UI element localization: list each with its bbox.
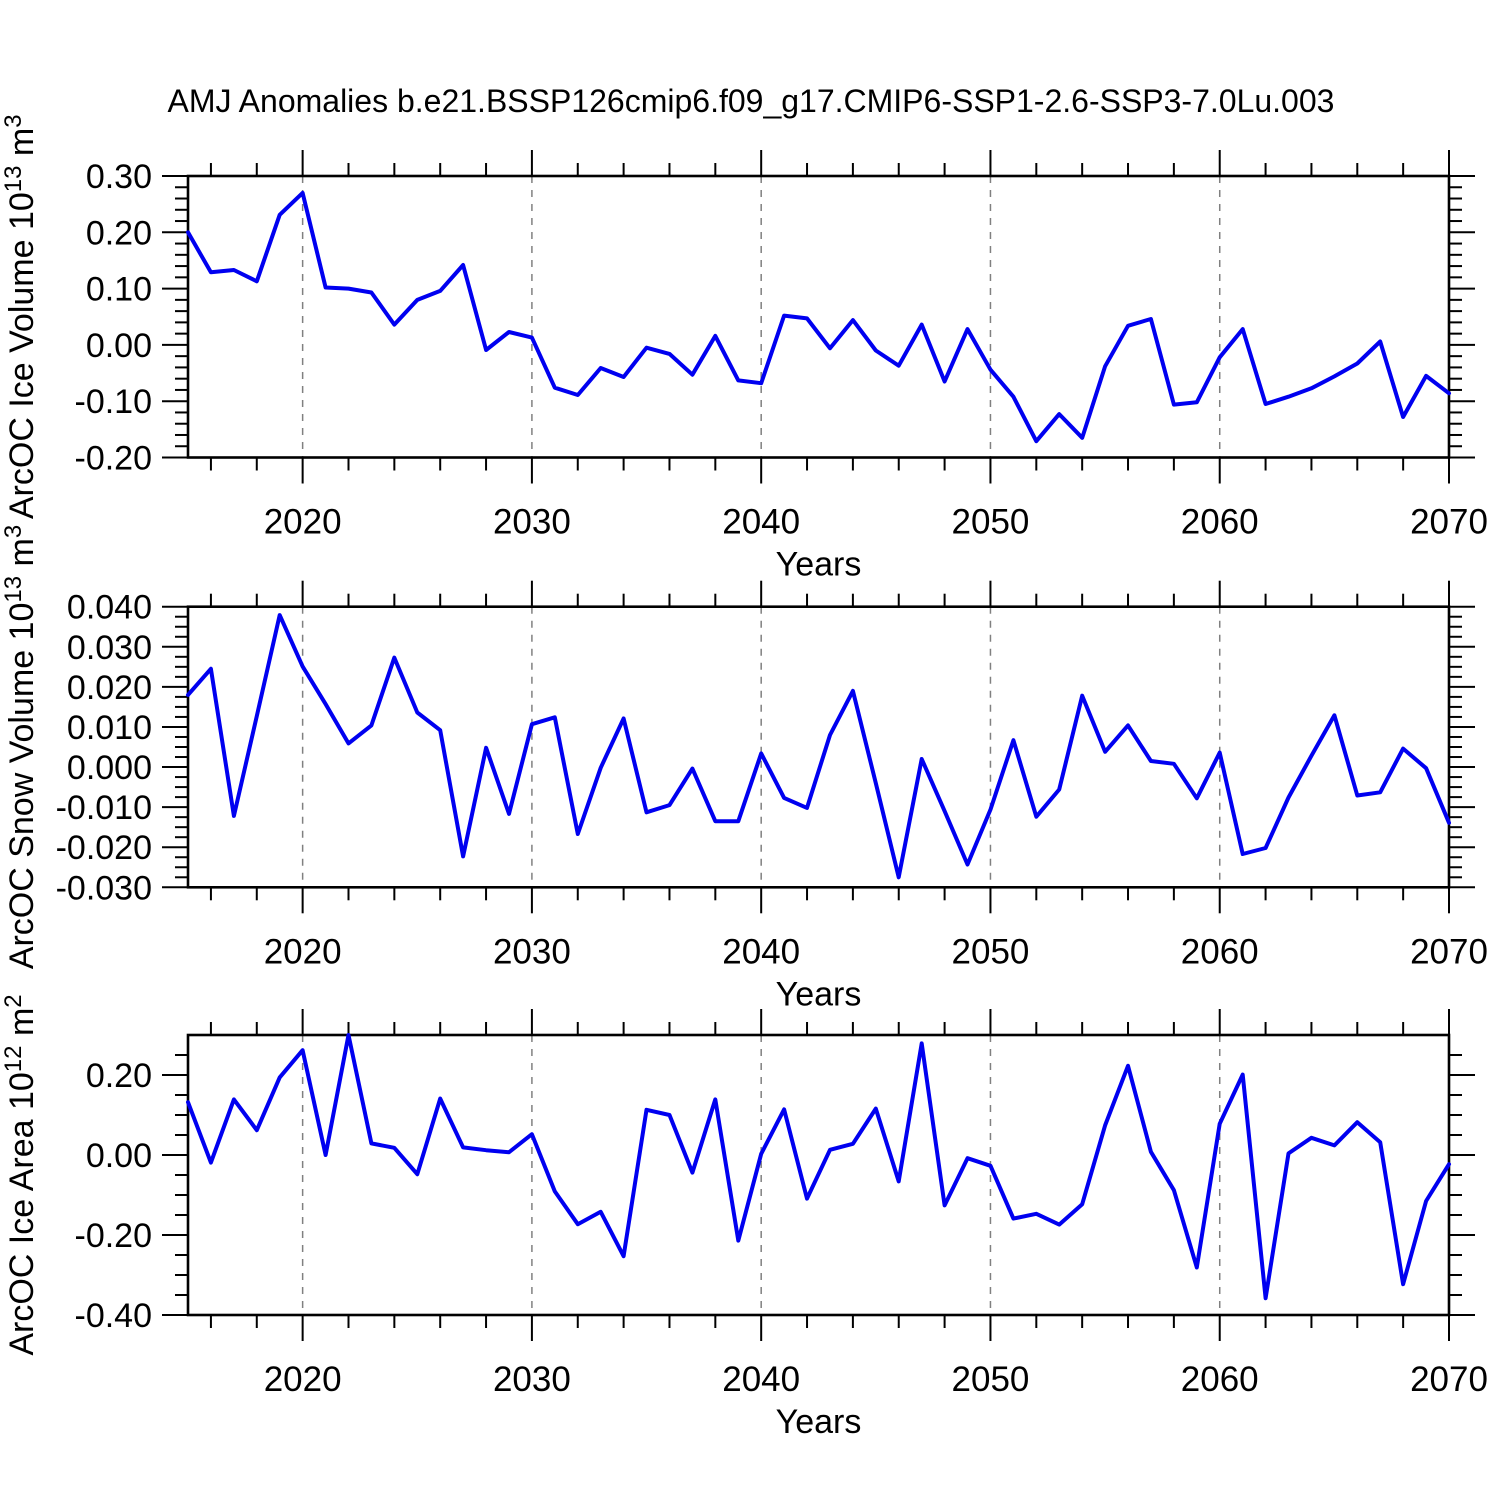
data-line	[186, 1033, 1451, 1301]
y-tick-label: -0.10	[75, 383, 153, 421]
y-tick-label: -0.010	[56, 789, 152, 827]
x-tick-label: 2060	[1181, 503, 1259, 542]
x-axis-title: Years	[776, 546, 862, 584]
figure-title: AMJ Anomalies b.e21.BSSP126cmip6.f09_g17…	[168, 83, 1335, 119]
y-tick-label: -0.20	[75, 1217, 153, 1255]
y-tick-label: 0.040	[67, 589, 152, 627]
x-axis-title: Years	[776, 1403, 862, 1441]
x-tick-label: 2050	[952, 932, 1030, 971]
y-axis-title: ArcOC Ice Area 1012 m2	[0, 994, 41, 1355]
plot-frame	[186, 174, 1451, 459]
y-tick-label: 0.000	[67, 749, 152, 787]
y-tick-label: 0.030	[67, 629, 152, 667]
y-tick-label: -0.020	[56, 829, 152, 867]
chart-ice-area: 0.20 0.00 -0.20 -0.40 2020 2030 2040 2050 2060 20…	[0, 994, 1488, 1441]
x-tick-label: 2020	[264, 932, 342, 971]
y-tick-label: -0.030	[56, 869, 152, 907]
x-tick-label: 2030	[493, 503, 571, 542]
y-axis-title: ArcOC Ice Volume 1013 m3	[0, 114, 41, 519]
x-tick-label: 2020	[264, 1360, 342, 1399]
x-tick-label: 2070	[1410, 1360, 1488, 1399]
y-tick-label: 0.10	[86, 271, 152, 309]
x-axis-title: Years	[776, 975, 862, 1013]
y-tick-label: -0.40	[75, 1297, 153, 1335]
x-tick-label: 2030	[493, 932, 571, 971]
y-axis-title: ArcOC Snow Volume 1013 m3	[0, 525, 41, 969]
y-tick-label: 0.010	[67, 709, 152, 747]
x-tick-label: 2020	[264, 503, 342, 542]
x-tick-label: 2050	[952, 503, 1030, 542]
chart-snow-volume: 0.0400.0300.0200.0100.000-0.010-0.020-0.…	[0, 525, 1488, 1014]
x-tick-label: 2030	[493, 1360, 571, 1399]
x-tick-label: 2040	[722, 503, 800, 542]
y-tick-label: 0.20	[86, 214, 152, 252]
x-tick-label: 2040	[722, 932, 800, 971]
data-line	[186, 613, 1451, 880]
x-tick-label: 2060	[1181, 932, 1259, 971]
data-line	[186, 190, 1451, 444]
x-tick-label: 2070	[1410, 503, 1488, 542]
y-tick-label: -0.20	[75, 440, 153, 478]
x-tick-label: 2050	[952, 1360, 1030, 1399]
x-tick-label: 2040	[722, 1360, 800, 1399]
y-tick-label: 0.20	[86, 1057, 152, 1095]
y-tick-label: 0.30	[86, 158, 152, 196]
y-tick-label: 0.00	[86, 1137, 152, 1175]
y-tick-label: 0.00	[86, 327, 152, 365]
x-tick-label: 2070	[1410, 932, 1488, 971]
y-tick-label: 0.020	[67, 669, 152, 707]
x-tick-label: 2060	[1181, 1360, 1259, 1399]
chart-ice-volume: 0.30 0.20 0.10 0.00 -0.10 -0.20 2020 2030 2040 20…	[0, 114, 1488, 583]
